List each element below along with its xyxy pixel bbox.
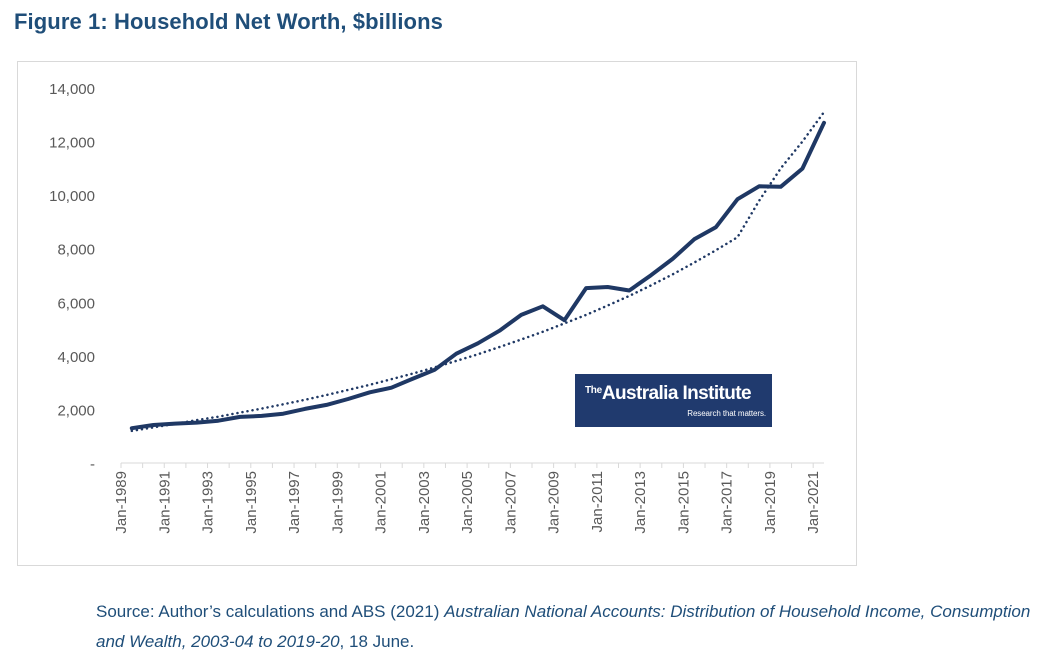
x-tick-label: Jan-2019 xyxy=(762,471,779,534)
y-tick-label: 2,000 xyxy=(57,402,95,419)
y-tick-label: 14,000 xyxy=(49,81,95,98)
x-tick-label: Jan-2017 xyxy=(719,471,736,534)
net-worth-line xyxy=(129,120,826,431)
x-tick-label: Jan-1993 xyxy=(200,471,217,534)
figure-title: Figure 1: Household Net Worth, $billions xyxy=(14,9,443,34)
x-tick-label: Jan-1991 xyxy=(156,471,173,534)
y-tick-label: 10,000 xyxy=(49,188,95,205)
x-tick-label: Jan-2021 xyxy=(805,471,822,534)
x-tick-label: Jan-2015 xyxy=(675,471,692,534)
x-tick-label: Jan-2001 xyxy=(373,471,390,534)
line-chart: - 2,000 4,000 6,000 8,000 10,000 12,000 14,000 J… xyxy=(49,81,826,534)
source-suffix: , 18 June. xyxy=(339,632,415,651)
x-tick-label: Jan-2003 xyxy=(416,471,433,534)
logo-tagline: Research that matters. xyxy=(687,409,766,418)
y-tick-label: 12,000 xyxy=(49,135,95,152)
trend-line xyxy=(130,110,826,433)
x-tick-label: Jan-1999 xyxy=(329,471,346,534)
x-tick-label: Jan-2007 xyxy=(502,471,519,534)
logo-brand: TheAustralia Institute xyxy=(585,383,752,405)
chart-area: - 2,000 4,000 6,000 8,000 10,000 12,000 14,000 J… xyxy=(17,61,857,566)
x-tick-label: Jan-2009 xyxy=(546,471,563,534)
logo-the: The xyxy=(585,385,602,396)
y-tick-label: 6,000 xyxy=(57,295,95,312)
x-tick-label: Jan-1995 xyxy=(243,471,260,534)
logo-name: Australia Institute xyxy=(601,383,752,404)
source-note: Source: Author’s calculations and ABS (2… xyxy=(96,597,1056,657)
x-tick-label: Jan-1989 xyxy=(113,471,130,534)
source-publication: Australian National Accounts: Distributi… xyxy=(96,602,1031,651)
y-tick-label: - xyxy=(90,456,95,473)
x-tick-label: Jan-2005 xyxy=(459,471,476,534)
y-tick-label: 8,000 xyxy=(57,242,95,259)
australia-institute-logo: TheAustralia Institute Research that mat… xyxy=(575,374,772,427)
x-tick-label: Jan-1997 xyxy=(286,471,303,534)
y-tick-label: 4,000 xyxy=(57,349,95,366)
x-tick-label: Jan-2011 xyxy=(589,471,606,532)
x-tick-label: Jan-2013 xyxy=(632,471,649,534)
source-prefix: Source: Author’s calculations and ABS (2… xyxy=(96,602,445,621)
